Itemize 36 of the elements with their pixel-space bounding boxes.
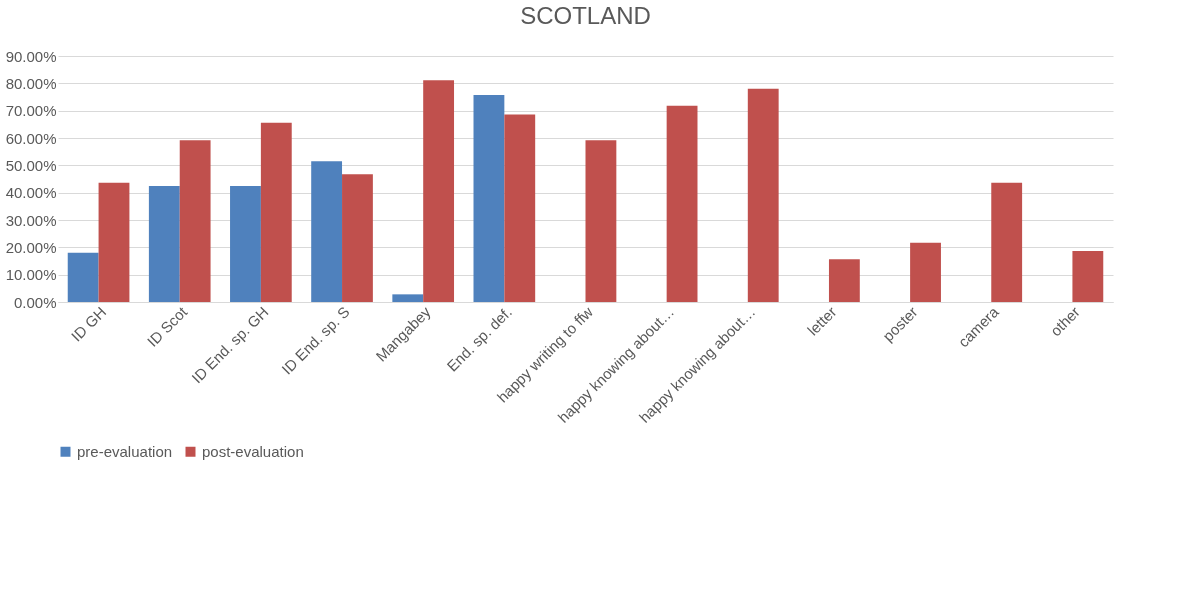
bar [910, 242, 941, 302]
bar [179, 140, 211, 302]
y-tick-label: 60.00% [5, 129, 57, 147]
bar [67, 252, 99, 302]
y-tick-label: 80.00% [5, 74, 57, 92]
bar [423, 80, 455, 302]
y-tick-label: 90.00% [5, 47, 57, 65]
legend-label: pre-evaluation [77, 442, 173, 460]
bar [666, 105, 698, 302]
x-tick-label: End. sp. def. [443, 303, 515, 375]
bar [504, 114, 536, 302]
y-tick-label: 70.00% [5, 102, 57, 120]
legend-label: post-evaluation [202, 442, 304, 460]
bar [311, 161, 343, 302]
y-tick-label: 0.00% [13, 293, 57, 311]
bar [991, 182, 1023, 302]
y-tick-label: 30.00% [5, 211, 57, 229]
y-tick-label: 10.00% [5, 266, 57, 284]
x-tick-label: ID GH [67, 303, 110, 345]
x-tick-label: ID End. sp. S [278, 303, 353, 378]
bar [828, 259, 860, 302]
bar [98, 182, 130, 302]
bar [260, 122, 292, 302]
bar [1072, 250, 1104, 302]
y-tick-label: 20.00% [5, 238, 57, 256]
x-tick-label: ID End. sp. GH [188, 303, 272, 387]
bar [148, 186, 180, 302]
bar [230, 186, 261, 302]
bar [392, 294, 424, 302]
y-tick-label: 40.00% [5, 184, 57, 202]
bar [585, 140, 617, 302]
bar [473, 95, 505, 302]
chart-title: SCOTLAND [520, 2, 651, 29]
y-tick-label: 50.00% [5, 156, 57, 174]
bar [747, 88, 779, 302]
bar [342, 174, 373, 302]
